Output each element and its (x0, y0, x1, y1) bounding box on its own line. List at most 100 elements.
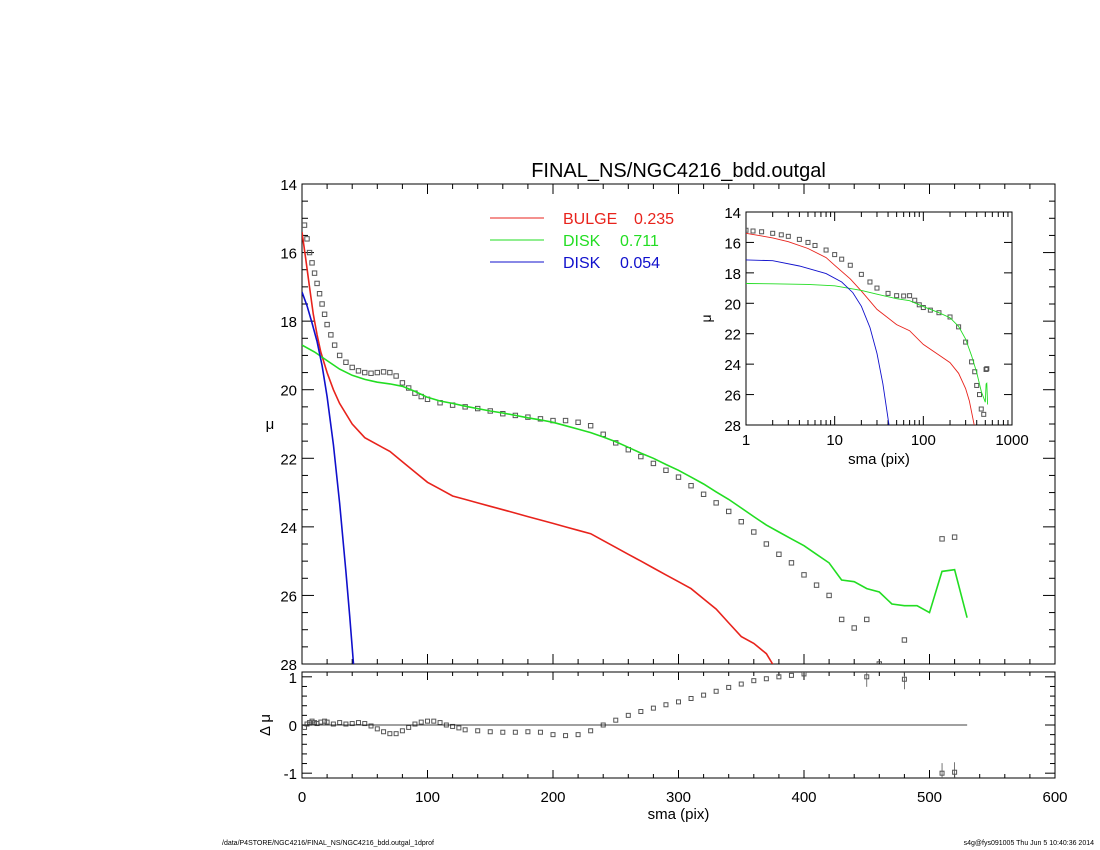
main-data-point (331, 342, 338, 348)
residual-data-point (406, 724, 412, 730)
residual-data-point (387, 731, 393, 737)
main-y-axis-label: μ (266, 416, 275, 433)
residual-data-point (307, 720, 313, 726)
residual-data-point (450, 723, 456, 729)
residual-data-point (393, 731, 399, 737)
main-data-point (304, 236, 310, 242)
main-series-line-3 (302, 291, 355, 664)
main-data-point (311, 270, 318, 276)
main-y-tick-label: 18 (280, 314, 297, 331)
residual-data-point (312, 720, 318, 726)
residual-data-point (437, 720, 443, 726)
main-data-point (813, 582, 820, 588)
main-data-point (638, 453, 644, 460)
residual-data-point (362, 721, 368, 727)
inset-data-point (812, 242, 818, 248)
residual-data-point (613, 717, 619, 723)
inset-y-tick-label: 18 (724, 266, 741, 283)
inset-data-point (750, 228, 756, 234)
main-data-point (801, 572, 807, 578)
main-data-point (776, 551, 782, 557)
residual-data-point (575, 732, 581, 738)
main-data-point (838, 616, 845, 623)
residual-data-point (901, 676, 907, 682)
residual-y-axis-label: Δ μ (257, 714, 274, 736)
inset-data-point (912, 297, 918, 303)
residual-data-point (330, 721, 336, 727)
residual-data-point (322, 718, 328, 724)
inset-data-point (874, 285, 880, 291)
inset-data-point (894, 293, 900, 299)
inset-data-point (936, 310, 942, 316)
main-data-point (324, 321, 330, 328)
main-data-point (751, 529, 757, 535)
residual-data-point (343, 721, 349, 727)
x-tick-label: 0 (298, 789, 306, 806)
main-data-point (380, 369, 387, 375)
main-data-point (738, 519, 744, 525)
inset-series-line-2 (746, 283, 989, 405)
main-data-point (562, 417, 569, 424)
inset-data-point (858, 271, 864, 277)
legend-value-1: 0.711 (620, 233, 659, 250)
main-data-point (575, 419, 581, 425)
main-data-point (387, 369, 393, 376)
residual-data-point (663, 702, 669, 708)
chart-title: FINAL_NS/NGC4216_bdd.outgal (531, 160, 826, 182)
main-data-point (939, 536, 945, 542)
residual-data-point (939, 770, 945, 776)
residual-data-point (487, 729, 493, 735)
main-data-point (951, 534, 958, 540)
residual-data-point (688, 696, 694, 701)
inset-series-line-3 (746, 259, 890, 425)
residual-data-point (475, 728, 481, 734)
main-data-point (864, 616, 870, 623)
residual-data-point (324, 719, 330, 725)
residual-data-point (952, 769, 958, 775)
inset-y-tick-label: 14 (724, 205, 741, 222)
main-data-point (901, 637, 908, 643)
x-tick-label: 600 (1042, 789, 1067, 806)
inset-data-point (839, 256, 845, 262)
inset-data-point (956, 324, 962, 330)
residual-data-point (801, 672, 807, 677)
main-y-tick-label: 14 (280, 177, 297, 194)
inset-data-point (746, 227, 749, 233)
residual-data-point (355, 720, 361, 726)
residual-data-point (726, 684, 732, 690)
inset-data-point (981, 411, 987, 417)
res-y-tick-label: 0 (289, 718, 297, 735)
main-data-point (851, 625, 857, 631)
inset-data-point (823, 247, 829, 253)
main-data-point (343, 359, 349, 365)
inset-data-point (907, 293, 913, 299)
residual-data-point (763, 676, 769, 682)
inset-x-tick-label: 1000 (995, 432, 1028, 449)
residual-data-point (500, 729, 506, 735)
x-tick-label: 400 (791, 789, 816, 806)
inset-data-point (978, 406, 984, 412)
footer-file-path: /data/P4STORE/NGC4216/FINAL_NS/NGC4216_b… (222, 840, 434, 847)
residual-data-point (309, 718, 315, 724)
main-data-point (663, 467, 669, 473)
inset-data-point (974, 382, 980, 388)
residual-data-point (701, 692, 707, 698)
main-y-tick-label: 28 (280, 657, 297, 674)
residual-data-point (374, 726, 380, 732)
main-data-point (355, 368, 362, 374)
main-data-point (876, 661, 882, 664)
main-data-point (302, 222, 308, 228)
residual-data-point (751, 678, 757, 684)
main-data-point (763, 541, 770, 547)
main-data-point (328, 332, 334, 338)
residual-data-point (425, 718, 430, 724)
inset-data-point (796, 236, 802, 242)
main-data-point (675, 474, 682, 480)
residual-data-point (412, 721, 418, 727)
residual-data-point (381, 729, 387, 735)
residual-data-point (302, 724, 308, 730)
main-data-point (368, 370, 374, 376)
residual-data-point (431, 718, 437, 724)
inset-data-point (785, 233, 791, 239)
